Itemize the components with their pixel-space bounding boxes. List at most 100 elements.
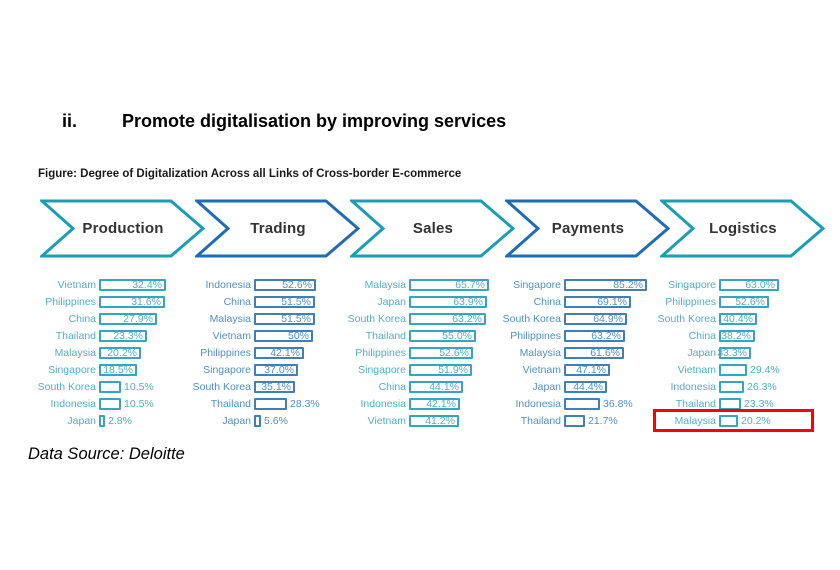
value-bar: 50% [254, 329, 313, 342]
value-label: 10.5% [124, 380, 154, 393]
stage-arrow: Trading [195, 199, 361, 258]
stage-column: Indonesia 52.6% China 51.5% Malaysia 51.… [191, 276, 346, 429]
value-bar: 63.2% [564, 329, 625, 342]
value-bar [254, 414, 261, 427]
country-label: Indonesia [50, 397, 96, 410]
value-bar: 32.4% [99, 278, 166, 291]
value-bar: 42.1% [409, 397, 460, 410]
value-label: 47.1% [576, 363, 606, 376]
value-bar [564, 397, 600, 410]
country-label: Vietnam [57, 278, 96, 291]
stage-column: Singapore 85.2% China 69.1% South Korea … [501, 276, 656, 429]
stage-column: Singapore 63.0% Philippines 52.6% South … [653, 276, 814, 432]
value-bar: 85.2% [564, 278, 647, 291]
country-row: Malaysia 20.2% [653, 409, 814, 432]
value-label: 51.5% [281, 312, 311, 325]
country-label: China [378, 380, 406, 393]
country-row: Thailand 28.3% [191, 395, 346, 412]
country-row: Indonesia 26.3% [656, 378, 811, 395]
stage-label: Sales [412, 220, 454, 237]
country-row: Malaysia 51.5% [191, 310, 346, 327]
country-row: Malaysia 20.2% [36, 344, 191, 361]
country-row: Thailand 23.3% [36, 327, 191, 344]
country-label: Malaysia [364, 278, 406, 291]
value-bar: 44.4% [564, 380, 607, 393]
value-label: 21.7% [588, 414, 618, 427]
value-bar: 51.5% [254, 312, 315, 325]
chevron-arrow-icon [660, 199, 826, 258]
stage-label: Production [82, 220, 164, 237]
value-label: 26.3% [747, 380, 777, 393]
country-label: Thailand [210, 397, 251, 410]
value-bar: 38.2% [719, 329, 755, 342]
value-label: 2.8% [108, 414, 132, 427]
country-row: South Korea 10.5% [36, 378, 191, 395]
value-bar: 55.0% [409, 329, 476, 342]
value-label: 29.4% [750, 363, 780, 376]
country-row: Singapore 51.9% [346, 361, 501, 378]
country-row: Indonesia 36.8% [501, 395, 656, 412]
value-bar: 52.6% [254, 278, 316, 291]
value-label: 28.3% [290, 397, 320, 410]
country-label: Philippines [200, 346, 251, 359]
value-label: 63.2% [452, 312, 482, 325]
stage-arrow: Sales [350, 199, 516, 258]
value-label: 51.5% [281, 295, 311, 308]
country-row: Thailand 23.3% [656, 395, 811, 412]
country-label: Thailand [55, 329, 96, 342]
stage-column: Malaysia 65.7% Japan 63.9% South Korea 6… [346, 276, 501, 429]
country-label: Indonesia [360, 397, 406, 410]
value-bar: 52.6% [409, 346, 473, 359]
value-bar [99, 414, 105, 427]
value-bar [99, 397, 121, 410]
value-label: 5.6% [264, 414, 288, 427]
value-bar: 63.9% [409, 295, 487, 308]
section-heading: ii. Promote digitalisation by improving s… [62, 111, 506, 132]
value-label: 23.3% [744, 397, 774, 410]
country-label: Philippines [665, 295, 716, 308]
value-bar: 33.3% [717, 346, 751, 359]
value-bar: 64.9% [564, 312, 627, 325]
country-row: Vietnam 32.4% [36, 276, 191, 293]
value-label: 27.9% [123, 312, 153, 325]
country-row: Singapore 85.2% [501, 276, 656, 293]
country-row: Philippines 52.6% [656, 293, 811, 310]
country-label: South Korea [502, 312, 561, 325]
value-bar: 23.3% [99, 329, 147, 342]
value-label: 61.6% [590, 346, 620, 359]
value-label: 41.2% [425, 414, 455, 427]
stage-arrow: Payments [505, 199, 671, 258]
value-bar [99, 380, 121, 393]
stage-arrow: Logistics [660, 199, 826, 258]
value-bar: 27.9% [99, 312, 157, 325]
value-bar: 37.0% [254, 363, 298, 376]
value-bar [719, 414, 738, 427]
country-label: Singapore [48, 363, 96, 376]
country-row: China 27.9% [36, 310, 191, 327]
data-source-caption: Data Source: Deloitte [28, 445, 185, 463]
country-label: Thailand [365, 329, 406, 342]
country-label: Thailand [520, 414, 561, 427]
value-bar: 47.1% [564, 363, 610, 376]
value-bar: 44.1% [409, 380, 463, 393]
country-row: Singapore 37.0% [191, 361, 346, 378]
value-label: 20.2% [741, 414, 771, 427]
country-row: China 69.1% [501, 293, 656, 310]
country-row: China 51.5% [191, 293, 346, 310]
heading-text: Promote digitalisation by improving serv… [122, 111, 507, 131]
value-label: 42.1% [426, 397, 456, 410]
country-row: Thailand 55.0% [346, 327, 501, 344]
country-label: Malaysia [54, 346, 96, 359]
value-label: 10.5% [124, 397, 154, 410]
value-label: 64.9% [593, 312, 623, 325]
country-row: Indonesia 52.6% [191, 276, 346, 293]
country-label: Japan [67, 414, 96, 427]
country-label: Singapore [513, 278, 561, 291]
value-label: 18.5% [103, 363, 133, 376]
country-row: Japan 44.4% [501, 378, 656, 395]
value-label: 23.3% [113, 329, 143, 342]
country-label: Vietnam [677, 363, 716, 376]
stage-arrow: Production [40, 199, 206, 258]
country-label: Thailand [675, 397, 716, 410]
value-bar: 65.7% [409, 278, 489, 291]
